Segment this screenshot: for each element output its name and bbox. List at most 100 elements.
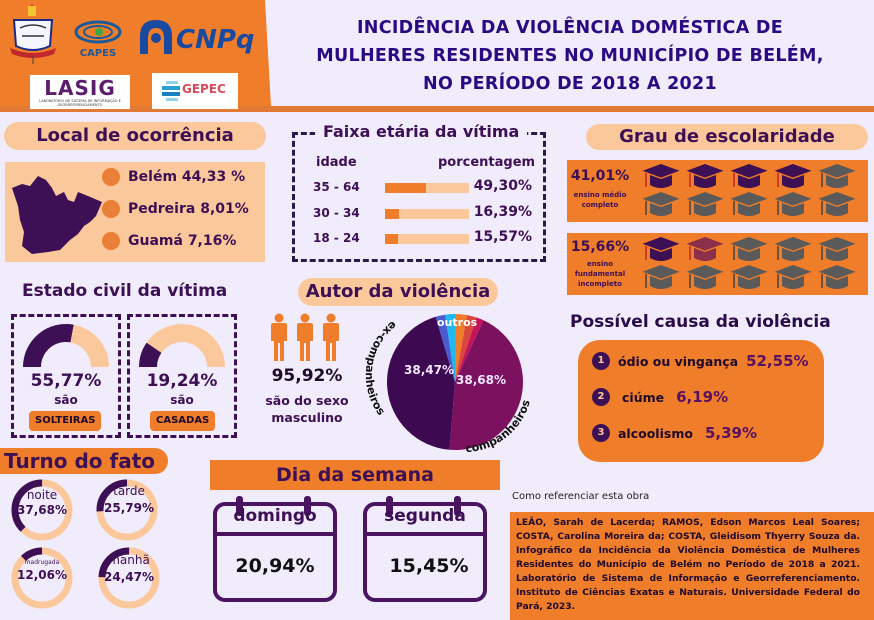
graduation-cap-icon (685, 191, 729, 219)
reference-text: LEÃO, Sarah de Lacerda; RAMOS, Edson Mar… (510, 512, 874, 620)
grau-desc: ensino médio completo (573, 191, 627, 209)
graduation-cap-icon (773, 191, 817, 219)
graduation-cap-icon (641, 191, 685, 219)
header-divider (0, 106, 874, 112)
causa-value: 6,19% (676, 388, 729, 406)
cnpq-text: CNPq (176, 25, 255, 55)
gauge-chart (23, 324, 109, 368)
gauge-chart (139, 324, 225, 368)
graduation-cap-icon (685, 236, 729, 264)
ufpa-logo (8, 4, 58, 64)
gauge-filled-arc (139, 342, 162, 368)
causa-label: alcoolismo (618, 425, 693, 441)
graduation-cap-icon (641, 236, 685, 264)
graduation-cap-icon (773, 264, 817, 292)
faixa-col-idade: idade (316, 155, 357, 170)
gauge-filled-arc (23, 324, 74, 368)
faixa-bar-fill (385, 183, 427, 193)
graduation-cap-icon (641, 163, 685, 191)
causa-item: 2 ciúme 6,19% (592, 388, 728, 406)
bullet-dot-icon (102, 200, 120, 218)
page-title: INCIDÊNCIA DA VIOLÊNCIA DOMÉSTICA DE MUL… (316, 18, 824, 94)
bullet-dot-icon (102, 168, 120, 186)
autor-title: Autor da violência (298, 278, 498, 306)
grau-pct: 15,66% (570, 239, 630, 255)
causa-label: ódio ou vingança (618, 353, 739, 369)
turno-label: manhã (108, 553, 150, 567)
graduation-cap-icon (817, 236, 861, 264)
grau-pct: 41,01% (570, 168, 630, 184)
faixa-bar (385, 209, 469, 219)
turno-title: Turno do fato (0, 448, 168, 474)
causa-title: Possível causa da violência (570, 312, 831, 332)
calendar-icon (213, 496, 337, 602)
dia-title: Dia da semana (210, 460, 500, 490)
turno-value: 37,68% (17, 503, 67, 517)
autor-pie-chart: 38,47% 38,68% outros ex-companheiros com… (363, 314, 533, 455)
turno-ring (11, 479, 73, 541)
pie-slice-outros-vermelho (455, 315, 477, 382)
bullet-dot-icon (102, 232, 120, 250)
turno-value: 12,06% (17, 568, 67, 582)
estado-item-casadas: 19,24% são CASADAS (127, 314, 237, 438)
graduation-cap-icon (729, 191, 773, 219)
number-badge-icon: 3 (592, 424, 610, 442)
pie-label-companheiros-value: 38,68% (456, 373, 506, 387)
turno-label: tarde (113, 484, 145, 498)
graduation-cap-icon (729, 236, 773, 264)
capes-text: CAPES (80, 48, 116, 59)
ring-fill (98, 547, 160, 609)
graduation-cap-icon (817, 191, 861, 219)
graduation-cap-icon (685, 264, 729, 292)
causa-panel: 1 ódio ou vingança 52,55% 2 ciúme 6,19% … (578, 340, 824, 462)
causa-value: 52,55% (746, 352, 809, 370)
pie-slice-outros-azul-escuro (435, 314, 455, 382)
estado-title: Estado civil da vítima (22, 281, 228, 301)
pie-label-outros: outros (437, 316, 478, 329)
cnpq-logo: CNPq (136, 16, 258, 58)
turno-label: noite (26, 488, 58, 502)
male-pct: 95,92% (271, 366, 343, 386)
calendar-icon (363, 496, 487, 602)
faixa-col-porcentagem: porcentagem (438, 155, 536, 170)
dia-label: domingo (233, 506, 317, 526)
pie-label-ex-companheiros-value: 38,47% (404, 363, 454, 377)
local-title: Local de ocorrência (4, 122, 266, 150)
dia-label: segunda (384, 506, 466, 526)
pie-slice-companheiros (449, 320, 523, 450)
local-item-guama: Guamá 7,16% (102, 232, 236, 250)
number-badge-icon: 1 (592, 352, 610, 370)
estado-item-solteiras: 55,77% são SOLTEIRAS (11, 314, 121, 438)
causa-value: 5,39% (704, 424, 757, 442)
capes-logo: CAPES (72, 12, 124, 62)
ring-fill (11, 479, 73, 541)
estado-sao: são (170, 393, 194, 407)
faixa-row-pct: 49,30% (473, 178, 532, 194)
faixa-bar-fill (385, 234, 399, 244)
graduation-cap-icon (773, 163, 817, 191)
pie-slice-outros-laranja (455, 314, 468, 382)
estado-pct: 55,77% (30, 371, 102, 391)
faixa-bar-fill (385, 209, 399, 219)
faixa-title: Faixa etária da vítima (315, 122, 528, 141)
faixa-bar (385, 234, 469, 244)
male-people-icon (266, 313, 344, 363)
title-panel (265, 0, 874, 106)
gauge-remaining-arc (69, 324, 109, 368)
grau-desc: ensino fundamental incompleto (574, 260, 626, 288)
faixa-row-pct: 15,57% (473, 229, 532, 245)
grau-item-fundamental: 15,66% ensino fundamental incompleto (567, 233, 868, 295)
pie-slice-outros-rosa (455, 317, 484, 382)
belem-map-icon (8, 170, 104, 258)
faixa-row-idade: 35 - 64 (313, 180, 360, 194)
graduation-cap-icon (817, 163, 861, 191)
lasig-subtitle: LABORATÓRIO DE SISTEMA DE INFORMAÇÃO E G… (39, 99, 121, 107)
graduation-cap-icon (817, 264, 861, 292)
faixa-row-pct: 16,39% (473, 204, 532, 220)
causa-item: 3 alcoolismo 5,39% (592, 424, 757, 442)
local-item-pedreira: Pedreira 8,01% (102, 200, 249, 218)
number-badge-icon: 2 (592, 388, 610, 406)
turno-ring (11, 547, 73, 609)
estado-pct: 19,24% (146, 371, 218, 391)
lasig-text: LASIG (44, 76, 116, 100)
